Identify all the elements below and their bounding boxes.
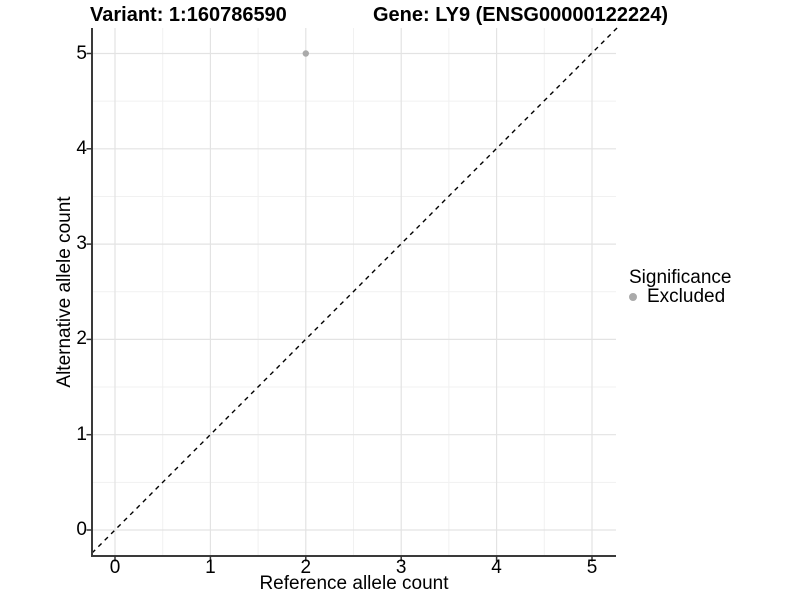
legend-item-excluded: Excluded	[629, 286, 725, 308]
y-tick-label: 2	[76, 328, 87, 350]
y-tick-label: 0	[76, 519, 87, 540]
legend-point-icon	[629, 293, 637, 301]
legend-item-label: Excluded	[647, 286, 726, 307]
x-tick-label: 0	[109, 557, 121, 578]
gene-title: Gene: LY9 (ENSG00000122224)	[373, 4, 668, 26]
y-tick-label: 3	[76, 233, 87, 255]
x-tick-label: 5	[586, 557, 598, 578]
x-tick-label: 3	[395, 557, 407, 578]
y-tick-label: 4	[76, 137, 87, 159]
x-tick-label: 2	[300, 557, 312, 578]
identity-reference-line	[91, 26, 619, 554]
x-tick-label: 4	[491, 557, 502, 578]
y-axis-title: Alternative allele count	[54, 196, 75, 388]
y-tick-label: 5	[76, 42, 87, 64]
x-axis-title: Reference allele count	[259, 573, 449, 594]
data-point	[302, 50, 309, 57]
variant-title: Variant: 1:160786590	[90, 4, 287, 26]
y-tick-label: 1	[76, 423, 87, 445]
x-tick-label: 1	[205, 557, 216, 578]
legend-title: Significance	[629, 267, 732, 288]
